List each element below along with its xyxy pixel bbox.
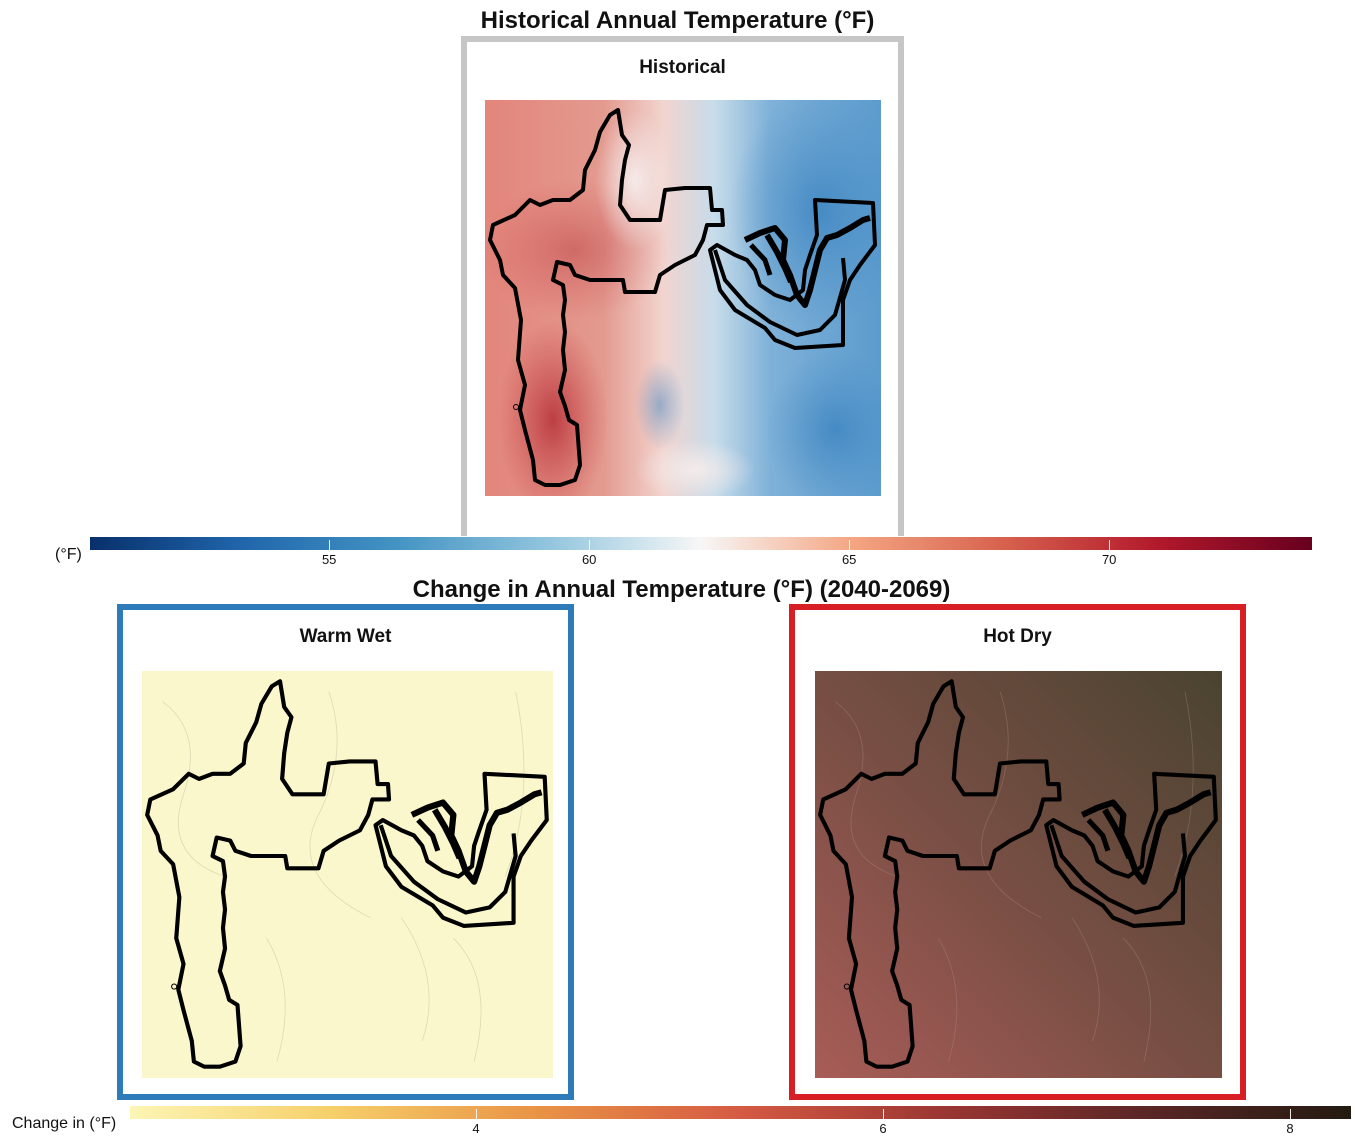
mild-zone xyxy=(595,110,675,250)
cool-zone xyxy=(635,360,685,450)
historical-temperature-map xyxy=(485,100,881,496)
point-marker xyxy=(513,404,519,410)
historical-panel: Historical xyxy=(461,36,904,536)
historical-colorbar-tick-label: 55 xyxy=(321,552,337,567)
mild-zone xyxy=(635,440,755,496)
historical-colorbar-tick-mark xyxy=(849,540,851,553)
hot-dry-panel: Hot Dry xyxy=(789,604,1246,1100)
change-colorbar-gradient xyxy=(130,1106,1351,1119)
study-area-boundary xyxy=(145,679,549,1069)
change-colorbar-tick-label: 8 xyxy=(1286,1121,1294,1136)
point-marker xyxy=(171,983,178,990)
study-area-boundary xyxy=(488,108,877,487)
change-title: Change in Annual Temperature (°F) (2040-… xyxy=(412,576,951,603)
warm-wet-panel-label: Warm Wet xyxy=(299,626,392,647)
hot-dry-panel-label: Hot Dry xyxy=(983,626,1052,647)
cool-zone xyxy=(765,350,881,496)
change-colorbar-tick-mark xyxy=(475,1109,477,1122)
warm-wet-panel: Warm Wet xyxy=(117,604,574,1100)
historical-colorbar-tick-mark xyxy=(329,540,331,553)
change-colorbar-title: Change in (°F) xyxy=(12,1115,117,1132)
terrain-hillshade xyxy=(835,691,1194,1062)
warm-wet-change-map xyxy=(142,671,553,1078)
historical-colorbar-tick-label: 70 xyxy=(1101,552,1117,567)
point-marker xyxy=(843,983,850,990)
historical-colorbar-tick-mark xyxy=(1109,540,1111,553)
change-colorbar xyxy=(130,1106,1351,1119)
hot-dry-raster xyxy=(815,671,1222,1078)
change-colorbar-tick-label: 6 xyxy=(879,1121,887,1136)
historical-colorbar-tick-label: 60 xyxy=(581,552,597,567)
historical-colorbar xyxy=(90,537,1312,550)
change-colorbar-tick-label: 4 xyxy=(472,1121,480,1136)
historical-colorbar-tick-label: 65 xyxy=(841,552,857,567)
change-colorbar-tick-mark xyxy=(882,1109,884,1122)
historical-colorbar-gradient xyxy=(90,537,1312,550)
change-colorbar-tick-mark xyxy=(1289,1109,1291,1122)
hot-dry-change-map xyxy=(815,671,1222,1078)
historical-title: Historical Annual Temperature (°F) xyxy=(480,7,875,34)
historical-panel-label: Historical xyxy=(639,57,726,78)
study-area-boundary xyxy=(818,679,1218,1069)
terrain-hillshade xyxy=(162,691,525,1062)
historical-colorbar-tick-mark xyxy=(589,540,591,553)
warm-wet-raster xyxy=(142,671,553,1078)
historical-colorbar-title: (°F) xyxy=(55,546,82,563)
